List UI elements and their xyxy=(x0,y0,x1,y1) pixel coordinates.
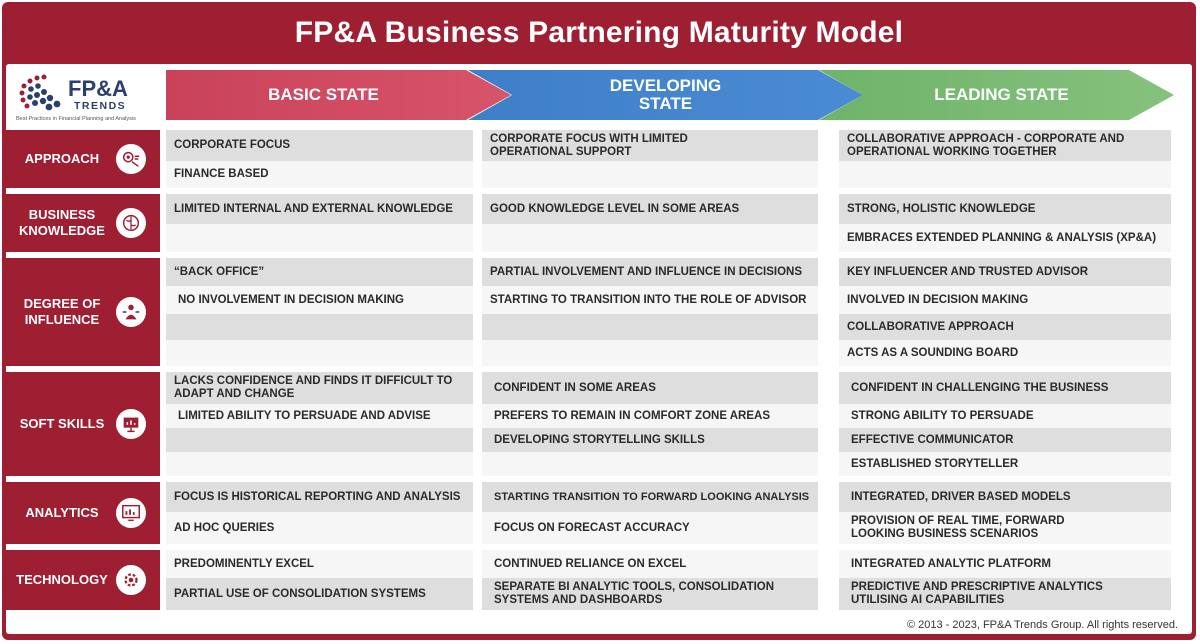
soft-developing-3: DEVELOPING STORYTELLING SKILLS xyxy=(482,428,818,452)
soft-leading-4: ESTABLISHED STORYTELLER xyxy=(839,452,1171,476)
soft-leading-3: EFFECTIVE COMMUNICATOR xyxy=(839,428,1171,452)
influence-basic-empty-2 xyxy=(166,340,473,366)
influence-leading-3: COLLABORATIVE APPROACH xyxy=(839,314,1171,340)
stage-leading-label: LEADING STATE xyxy=(934,85,1069,104)
influence-developing-1: PARTIAL INVOLVEMENT AND INFLUENCE IN DEC… xyxy=(482,258,818,286)
influence-developing-empty-1 xyxy=(482,314,818,340)
analytics-developing-1: STARTING TRANSITION TO FORWARD LOOKING A… xyxy=(482,482,818,512)
logo-main-text: FP&A xyxy=(68,76,128,101)
analytics-leading-2: PROVISION OF REAL TIME, FORWARD LOOKING … xyxy=(839,512,1171,544)
soft-basic-1: LACKS CONFIDENCE AND FINDS IT DIFFICULT … xyxy=(166,372,473,404)
influence-person-icon xyxy=(116,297,146,327)
row-label-analytics: ANALYTICS xyxy=(6,482,160,544)
presentation-board-icon xyxy=(116,409,146,439)
degree-of-influence-label: DEGREE OF INFLUENCE xyxy=(23,296,101,327)
stage-basic-label: BASIC STATE xyxy=(268,85,379,104)
soft-developing-1: CONFIDENT IN SOME AREAS xyxy=(482,372,818,404)
soft-basic-empty-1 xyxy=(166,428,473,452)
influence-developing-2: STARTING TO TRANSITION INTO THE ROLE OF … xyxy=(482,286,818,314)
influence-basic-1: “BACK OFFICE” xyxy=(166,258,473,286)
technology-developing-1: CONTINUED RELIANCE ON EXCEL xyxy=(482,550,818,578)
row-label-technology: TECHNOLOGY xyxy=(6,550,160,610)
brain-icon xyxy=(116,208,146,238)
logo-sub-text: TRENDS xyxy=(74,100,127,112)
analytics-developing-2: FOCUS ON FORECAST ACCURACY xyxy=(482,512,818,544)
technology-leading-2: PREDICTIVE AND PRESCRIPTIVE ANALYTICS UT… xyxy=(839,578,1171,610)
fpa-trends-logo: FP&A TRENDS Best Practices in Financial … xyxy=(16,72,156,124)
analytics-basic-1: FOCUS IS HISTORICAL REPORTING AND ANALYS… xyxy=(166,482,473,512)
soft-leading-2: STRONG ABILITY TO PERSUADE xyxy=(839,404,1171,428)
logo-tagline: Best Practices in Financial Planning and… xyxy=(16,116,136,122)
technology-label: TECHNOLOGY xyxy=(16,572,108,587)
influence-leading-1: KEY INFLUENCER AND TRUSTED ADVISOR xyxy=(839,258,1171,286)
knowledge-developing-empty xyxy=(482,224,818,252)
knowledge-developing-1: GOOD KNOWLEDGE LEVEL IN SOME AREAS xyxy=(482,194,818,224)
technology-leading-1: INTEGRATED ANALYTIC PLATFORM xyxy=(839,550,1171,578)
page-title: FP&A Business Partnering Maturity Model xyxy=(294,16,904,49)
technology-basic-1: PREDOMINENTLY EXCEL xyxy=(166,550,473,578)
influence-leading-2: INVOLVED IN DECISION MAKING xyxy=(839,286,1171,314)
soft-developing-2: PREFERS TO REMAIN IN COMFORT ZONE AREAS xyxy=(482,404,818,428)
soft-basic-empty-2 xyxy=(166,452,473,476)
soft-basic-2: LIMITED ABILITY TO PERSUADE AND ADVISE xyxy=(166,404,473,428)
row-label-degree-of-influence: DEGREE OF INFLUENCE xyxy=(6,258,160,366)
influence-basic-empty-1 xyxy=(166,314,473,340)
analytics-basic-2: AD HOC QUERIES xyxy=(166,512,473,544)
soft-leading-1: CONFIDENT IN CHALLENGING THE BUSINESS xyxy=(839,372,1171,404)
influence-basic-2: NO INVOLVEMENT IN DECISION MAKING xyxy=(166,286,473,314)
business-knowledge-label: BUSINESS KNOWLEDGE xyxy=(19,207,105,238)
influence-leading-4: ACTS AS A SOUNDING BOARD xyxy=(839,340,1171,366)
approach-leading-empty xyxy=(839,161,1171,188)
knowledge-basic-empty xyxy=(166,224,473,252)
technology-basic-2: PARTIAL USE OF CONSOLIDATION SYSTEMS xyxy=(166,578,473,610)
target-gear-icon xyxy=(116,144,146,174)
stage-basic-arrow: BASIC STATE xyxy=(166,70,511,120)
approach-developing-1: CORPORATE FOCUS WITH LIMITED OPERATIONAL… xyxy=(482,130,818,161)
model-body: FP&A TRENDS Best Practices in Financial … xyxy=(6,64,1192,634)
analytics-chart-icon xyxy=(116,498,146,528)
analytics-leading-1: INTEGRATED, DRIVER BASED MODELS xyxy=(839,482,1171,512)
copyright-footer: © 2013 - 2023, FP&A Trends Group. All ri… xyxy=(906,619,1178,631)
knowledge-leading-2: EMBRACES EXTENDED PLANNING & ANALYSIS (X… xyxy=(839,224,1171,252)
approach-developing-empty xyxy=(482,161,818,188)
stage-developing-label: DEVELOPING STATE xyxy=(609,76,722,113)
stage-developing-arrow: DEVELOPING STATE xyxy=(468,70,863,120)
analytics-label: ANALYTICS xyxy=(25,505,99,520)
row-label-soft-skills: SOFT SKILLS xyxy=(6,372,160,476)
approach-label: APPROACH xyxy=(24,151,100,166)
technology-developing-2: SEPARATE BI ANALYTIC TOOLS, CONSOLIDATIO… xyxy=(482,578,818,610)
soft-skills-label: SOFT SKILLS xyxy=(19,416,105,431)
row-label-approach: APPROACH xyxy=(6,130,160,188)
row-label-business-knowledge: BUSINESS KNOWLEDGE xyxy=(6,194,160,252)
stage-leading-arrow: LEADING STATE xyxy=(819,70,1174,120)
influence-developing-empty-2 xyxy=(482,340,818,366)
approach-leading-1: COLLABORATIVE APPROACH - CORPORATE AND O… xyxy=(839,130,1171,161)
approach-basic-2: FINANCE BASED xyxy=(166,161,473,188)
knowledge-basic-1: LIMITED INTERNAL AND EXTERNAL KNOWLEDGE xyxy=(166,194,473,224)
soft-developing-empty xyxy=(482,452,818,476)
logo-dots-icon xyxy=(19,74,61,111)
technology-gear-icon xyxy=(116,565,146,595)
approach-basic-1: CORPORATE FOCUS xyxy=(166,130,473,161)
knowledge-leading-1: STRONG, HOLISTIC KNOWLEDGE xyxy=(839,194,1171,224)
